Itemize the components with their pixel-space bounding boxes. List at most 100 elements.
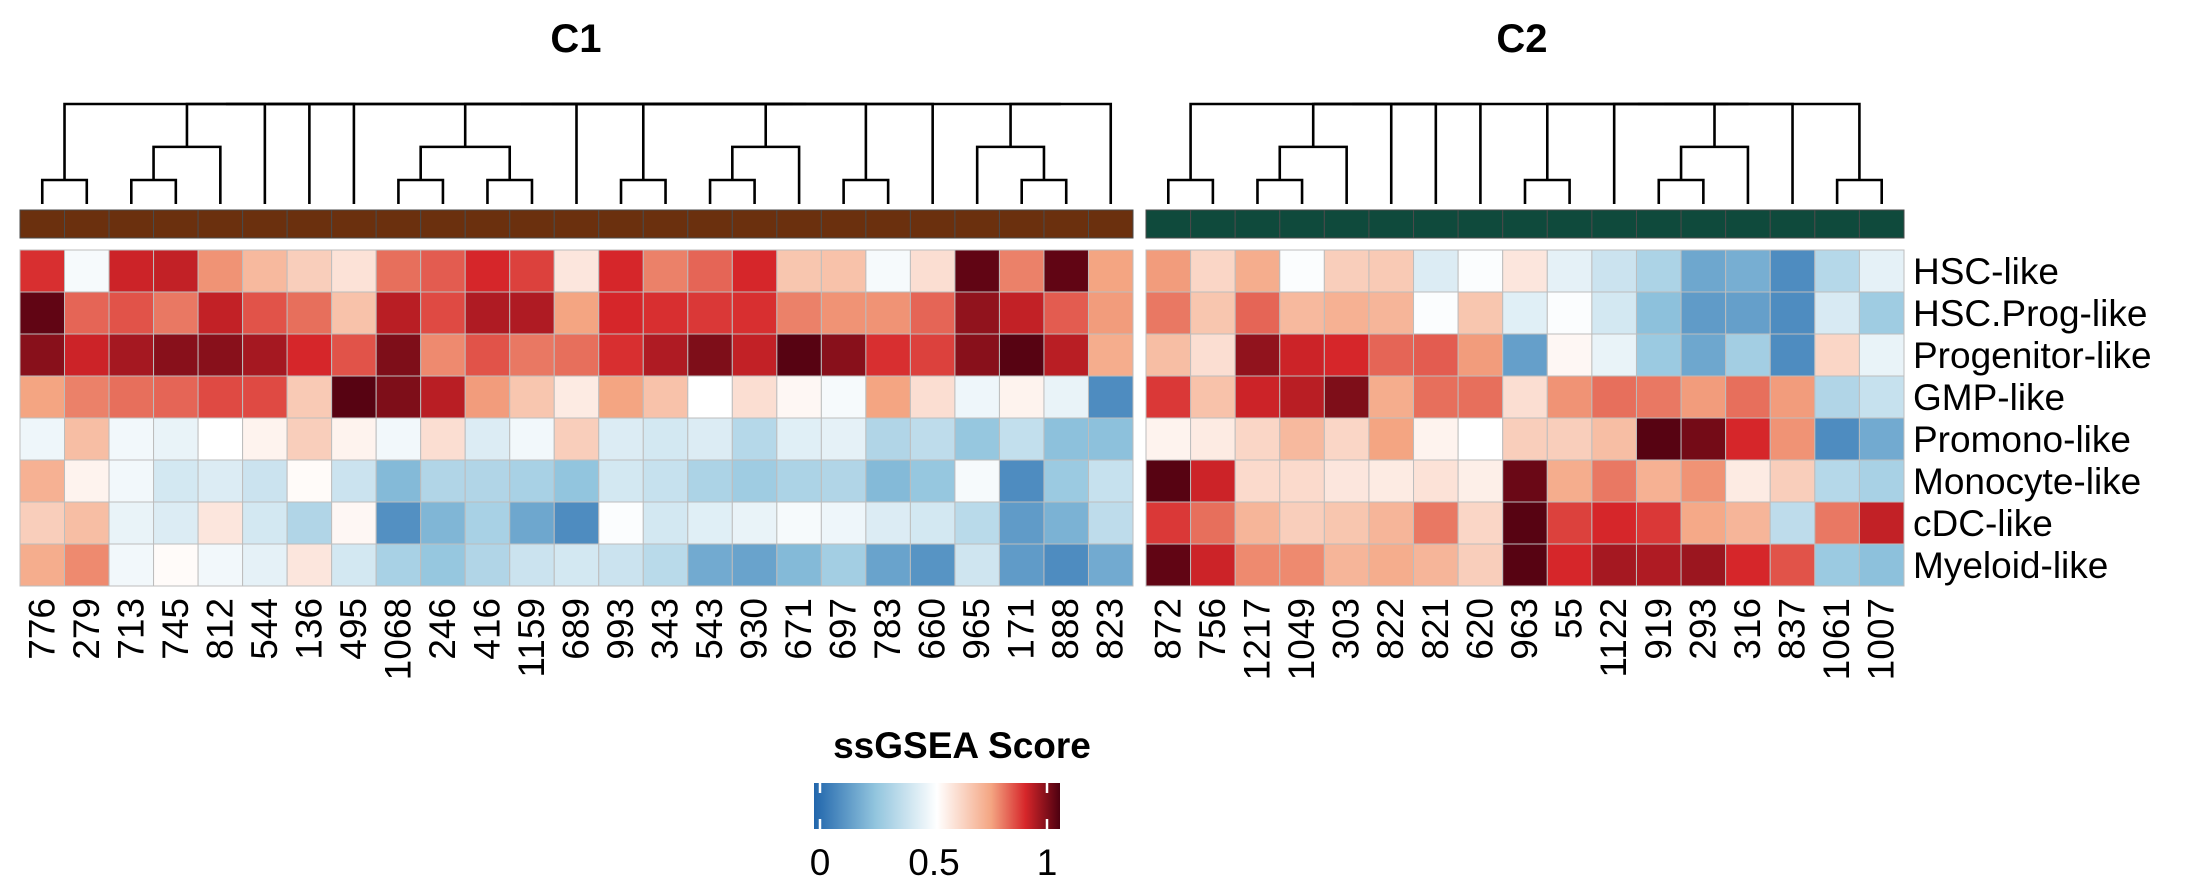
heatmap-cell <box>509 459 555 503</box>
dendrogram-branch <box>1657 178 1705 204</box>
column-label: 812 <box>199 598 240 660</box>
heatmap-cell <box>1279 543 1325 587</box>
column-label: 671 <box>778 598 819 660</box>
heatmap-cell <box>1368 501 1415 545</box>
heatmap-cell <box>1680 249 1727 293</box>
column-label: 783 <box>867 598 908 660</box>
heatmap-cell <box>1234 333 1281 377</box>
heatmap-cell <box>1635 333 1682 377</box>
heatmap-cell <box>1814 459 1860 503</box>
legend-tick-label: 0.5 <box>908 842 959 883</box>
cluster-annotation-cell <box>1769 209 1816 239</box>
cluster-annotation-cell <box>242 209 288 239</box>
heatmap-cell <box>1591 249 1637 293</box>
heatmap-cell <box>375 543 422 587</box>
column-label: 689 <box>556 598 597 660</box>
heatmap-cell <box>1591 375 1637 419</box>
row-label: cDC-like <box>1913 503 2053 544</box>
heatmap-cell <box>1043 291 1089 335</box>
heatmap-cell <box>464 501 511 545</box>
heatmap-cell <box>375 375 422 419</box>
dendrogram-branch <box>152 145 222 204</box>
heatmap-cell <box>553 375 600 419</box>
heatmap-cell <box>553 417 600 461</box>
heatmap-cell <box>1502 417 1548 461</box>
heatmap-cell <box>954 333 1000 377</box>
heatmap-cell <box>19 543 66 587</box>
heatmap-cell <box>1043 333 1089 377</box>
heatmap-cell <box>197 333 244 377</box>
cluster-annotation-cell <box>1814 209 1860 239</box>
heatmap-cell <box>1145 543 1192 587</box>
heatmap-cell <box>1043 459 1089 503</box>
dendrogram-branch <box>185 102 267 204</box>
heatmap-cell <box>1087 501 1134 545</box>
heatmap-cell <box>375 333 422 377</box>
heatmap-cell <box>1680 543 1727 587</box>
heatmap-cell <box>1043 417 1089 461</box>
heatmap-cell <box>1502 291 1548 335</box>
heatmap-cell <box>1635 459 1682 503</box>
column-label: 1061 <box>1816 598 1857 680</box>
heatmap-cell <box>1769 333 1816 377</box>
heatmap-cell <box>1814 543 1860 587</box>
cluster-annotation-cell <box>1635 209 1682 239</box>
cluster-annotation-cell <box>1413 209 1459 239</box>
heatmap-cell <box>865 543 911 587</box>
heatmap-cell <box>820 291 867 335</box>
column-label: 872 <box>1147 598 1188 660</box>
heatmap-cell <box>509 417 555 461</box>
heatmap-cell <box>108 249 155 293</box>
heatmap-cell <box>553 459 600 503</box>
heatmap-cell <box>1279 291 1325 335</box>
column-label: 1122 <box>1593 598 1634 678</box>
heatmap-cell <box>998 333 1045 377</box>
heatmap-cell <box>108 291 155 335</box>
heatmap-cell <box>1145 375 1192 419</box>
heatmap-cell <box>108 501 155 545</box>
heatmap-cell <box>1145 501 1192 545</box>
heatmap-cell <box>1323 417 1370 461</box>
heatmap-cell <box>1457 543 1504 587</box>
heatmap-cell <box>1858 459 1905 503</box>
cluster-annotation-cell <box>1087 209 1134 239</box>
heatmap-cell <box>1234 291 1281 335</box>
heatmap-cell <box>998 417 1045 461</box>
dendrogram-branch <box>1545 102 1729 180</box>
cluster-annotation-cell <box>776 209 822 239</box>
heatmap-cell <box>776 501 822 545</box>
heatmap-cell <box>1591 291 1637 335</box>
heatmap-cell <box>1190 333 1236 377</box>
row-label: Monocyte-like <box>1913 461 2141 502</box>
heatmap-cell <box>598 291 644 335</box>
dendrogram-branch <box>130 178 178 204</box>
heatmap-cell <box>509 375 555 419</box>
heatmap-cell <box>153 333 199 377</box>
heatmap-cell <box>1591 459 1637 503</box>
heatmap-cell <box>242 333 288 377</box>
heatmap-cell <box>464 543 511 587</box>
cluster-annotation-cell <box>331 209 377 239</box>
heatmap-cell <box>1413 333 1459 377</box>
heatmap-cell <box>1725 543 1771 587</box>
heatmap-cell <box>1234 543 1281 587</box>
heatmap-cell <box>197 375 244 419</box>
heatmap-cell <box>331 333 377 377</box>
heatmap-cell <box>242 543 288 587</box>
heatmap-cell <box>1814 375 1860 419</box>
heatmap-cell <box>820 501 867 545</box>
heatmap-cell <box>1725 375 1771 419</box>
heatmap-cell <box>375 501 422 545</box>
column-label: 919 <box>1638 598 1679 660</box>
cluster-annotation-cell <box>1145 209 1192 239</box>
cluster-annotation-cell <box>1323 209 1370 239</box>
heatmap-cell <box>1546 375 1593 419</box>
heatmap-cell <box>1725 417 1771 461</box>
heatmap-cell <box>642 249 689 293</box>
heatmap-cell <box>998 249 1045 293</box>
column-label: 316 <box>1727 598 1768 660</box>
heatmap-cell <box>1190 375 1236 419</box>
heatmap-cell <box>286 291 333 335</box>
column-label: 1159 <box>511 598 552 678</box>
cluster-annotation-cell <box>731 209 778 239</box>
